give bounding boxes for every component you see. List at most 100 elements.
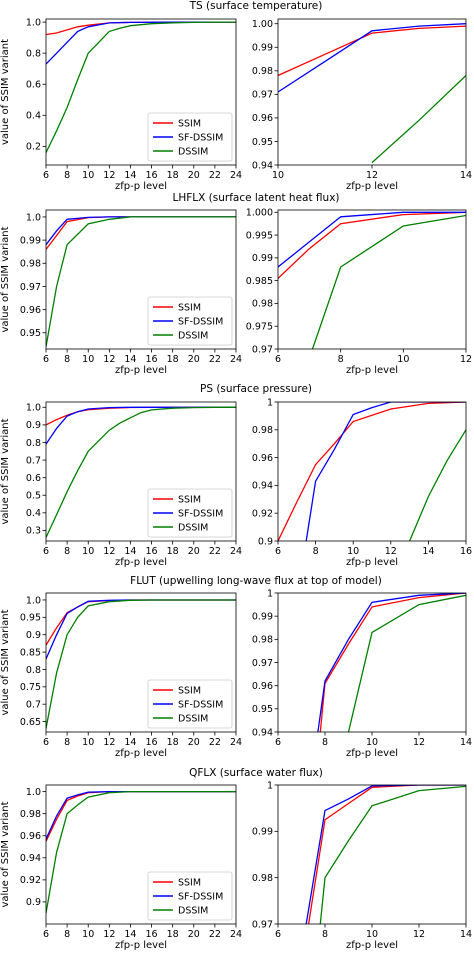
series-line-sf-dssim (305, 785, 466, 924)
x-tick-label: 8 (64, 546, 70, 557)
y-tick-label: 0.94 (252, 727, 273, 738)
x-tick-label: 18 (167, 354, 179, 365)
series-line-dssim (46, 599, 236, 729)
legend-entry-ssim: SSIM (178, 878, 201, 889)
x-tick-label: 18 (167, 737, 179, 748)
x-tick-label: 8 (313, 546, 319, 557)
chart-title: FLUT (upwelling long-wave flux at top of… (130, 575, 382, 587)
right-panel: 6 8 10 12 14 0.97 0.98 0.99 1 zfp-p level (252, 780, 472, 951)
y-tick-label: 0.95 (252, 704, 273, 715)
y-tick-label: 0.8 (26, 48, 41, 59)
y-tick-label: 0.98 (20, 809, 41, 820)
axes-frame (45, 592, 237, 733)
y-tick-label: 1.000 (246, 208, 273, 219)
series-group (278, 211, 466, 349)
x-tick-label: 6 (275, 929, 281, 940)
chart-title: LHFLX (surface latent heat flux) (172, 192, 339, 204)
y-tick-label: 0.3 (26, 526, 41, 537)
y-tick-label: 0.975 (246, 322, 273, 333)
legend-entry-dssim: DSSIM (178, 906, 208, 917)
x-tick-label: 8 (322, 929, 328, 940)
x-tick-label: 12 (103, 929, 115, 940)
y-tick-label: 0.94 (252, 160, 273, 171)
axes-frame (277, 209, 467, 350)
x-tick-label: 14 (124, 354, 136, 365)
left-panel: 6 8 10 12 14 16 18 20 22 24 0.65 0.7 0.75 0.8 0.85 0.9 0… (0, 592, 242, 759)
y-tick-label: 0.7 (26, 700, 41, 711)
x-axis-label: zfp-p level (115, 365, 167, 376)
legend-entry-sf-dssim: SF-DSSIM (178, 509, 223, 520)
x-tick-label: 10 (366, 929, 378, 940)
x-tick-label: 8 (64, 737, 70, 748)
x-axis-label: zfp-p level (115, 748, 167, 759)
x-tick-label: 8 (64, 170, 70, 181)
series-line-ssim (46, 21, 236, 36)
x-tick-label: 24 (230, 929, 242, 940)
x-tick-label: 10 (82, 929, 94, 940)
legend-entry-sf-dssim: SF-DSSIM (178, 892, 223, 903)
y-tick-label: 0.5 (26, 491, 41, 502)
y-tick-label: 0.96 (252, 681, 273, 692)
series-line-ssim (307, 785, 466, 924)
x-tick-label: 14 (460, 929, 472, 940)
series-line-dssim (46, 406, 236, 538)
x-tick-label: 18 (167, 170, 179, 181)
y-axis-label: value of SSIM variant (0, 609, 11, 715)
y-tick-label: 1 (267, 780, 273, 791)
chart-5: QFLX (surface water flux)6 8 10 12 14 16 18 20 2… (0, 767, 472, 951)
y-tick-label: 0.97 (252, 344, 273, 355)
y-tick-label: 1.0 (26, 595, 41, 606)
x-tick-label: 16 (460, 546, 472, 557)
series-group (278, 23, 466, 164)
x-tick-label: 6 (43, 929, 49, 940)
y-tick-label: 1.0 (26, 403, 41, 414)
x-tick-label: 12 (103, 354, 115, 365)
y-tick-label: 0.94 (252, 481, 273, 492)
y-tick-label: 0.99 (252, 253, 273, 264)
axes-frame (45, 18, 237, 166)
y-tick-label: 0.94 (20, 853, 41, 864)
x-tick-label: 10 (272, 170, 284, 181)
y-tick-label: 1 (267, 397, 273, 408)
x-tick-label: 8 (64, 354, 70, 365)
chart-2: LHFLX (surface latent heat flux) 6 8 10 12 14… (0, 192, 472, 376)
x-tick-label: 22 (209, 737, 221, 748)
right-panel: 10 12 14 0.94 0.95 0.96 0.97 0.98 0.99 1.00 zfp-p … (252, 18, 472, 192)
series-group (278, 402, 466, 541)
x-tick-label: 12 (460, 354, 472, 365)
x-tick-label: 14 (460, 170, 472, 181)
y-tick-label: 0.98 (252, 873, 273, 884)
series-line-sf-dssim (46, 599, 236, 660)
chart-1: TS (surface temperature) 6 8 10 12 14 16 18 20 22… (0, 0, 472, 192)
x-tick-label: 20 (188, 170, 200, 181)
y-tick-label: 0.9 (26, 630, 41, 641)
right-panel: 6 8 10 12 14 16 0.9 0.92 0.94 0.96 0.98 1 zfp-p leve… (252, 397, 472, 568)
x-tick-label: 24 (230, 737, 242, 748)
x-tick-label: 6 (275, 354, 281, 365)
chart-4: FLUT (upwelling long-wave flux at top of… (0, 575, 472, 759)
chart-title: TS (surface temperature) (189, 0, 323, 12)
series-group (46, 406, 236, 538)
axes-frame (277, 18, 467, 166)
y-tick-label: 0.98 (20, 259, 41, 270)
left-panel: 6 8 10 12 14 16 18 20 22 24 0.3 0.4 0.5 0.6 0.7 0.8 0.9 1… (0, 401, 242, 568)
legend-entry-dssim: DSSIM (178, 523, 208, 534)
y-tick-label: 0.98 (252, 635, 273, 646)
x-tick-label: 14 (124, 929, 136, 940)
series-line-ssim (278, 211, 466, 279)
y-tick-label: 0.95 (252, 137, 273, 148)
legend-entry-ssim: SSIM (178, 303, 201, 314)
series-line-sf-dssim (46, 790, 236, 840)
x-tick-label: 12 (103, 546, 115, 557)
left-panel: 6 8 10 12 14 16 18 20 22 24 0.9 0.92 0.94 0.96 0.98 1.0… (0, 784, 242, 951)
y-axis-label: value of SSIM variant (0, 226, 11, 332)
x-tick-label: 8 (64, 929, 70, 940)
y-tick-label: 1.00 (252, 19, 273, 30)
right-panel: 6 8 10 12 0.97 0.975 0.98 0.985 0.99 0.995 1.000 zf… (246, 208, 472, 376)
x-tick-label: 12 (103, 737, 115, 748)
y-tick-label: 0.92 (252, 509, 273, 520)
x-tick-label: 18 (167, 546, 179, 557)
y-tick-label: 0.6 (26, 473, 41, 484)
y-tick-label: 0.2 (26, 142, 41, 153)
